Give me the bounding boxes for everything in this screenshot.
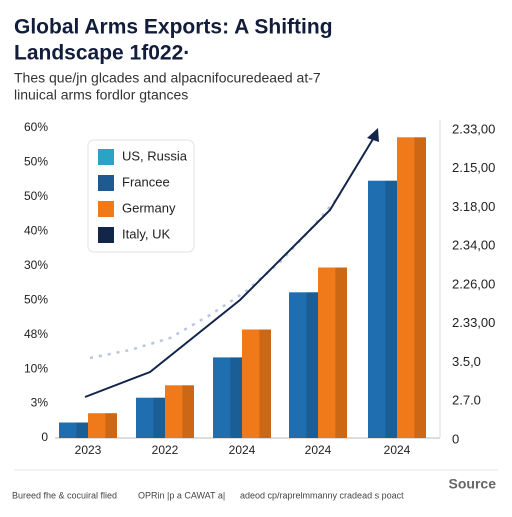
right-tick-label: 3.18,00: [452, 199, 495, 214]
bar-shade: [76, 422, 88, 438]
y-tick-label: 60%: [24, 120, 48, 134]
subtitle: Thes que/jn glcades and alpacnifocuredea…: [14, 70, 321, 86]
y-tick-label: 3%: [31, 396, 49, 410]
bar-shade: [306, 292, 318, 438]
chart-title: Global Arms Exports: A Shifting: [14, 16, 333, 39]
bar: [397, 137, 426, 439]
bar: [368, 180, 397, 438]
footer-text: OPRin |p a CAWAT a|: [138, 490, 225, 500]
bar-shade: [182, 385, 194, 438]
bar-shade: [153, 397, 165, 438]
y-tick-label: 48%: [24, 327, 48, 341]
bar: [59, 422, 88, 438]
y-tick-label: 50%: [24, 189, 48, 203]
legend-swatch: [98, 201, 114, 217]
arrow-head: [367, 128, 379, 142]
legend-swatch: [98, 227, 114, 243]
y-tick-label: 50%: [24, 155, 48, 169]
bar: [289, 292, 318, 438]
legend-swatch: [98, 175, 114, 191]
legend-label: Germany: [122, 200, 176, 215]
footer-text: adeod cp/raprelmmanny cradead s poact: [240, 490, 404, 500]
y-tick-label: 10%: [24, 361, 48, 375]
x-tick-label: 2024: [384, 443, 411, 457]
bar: [88, 413, 117, 438]
legend-swatch: [98, 149, 114, 165]
right-tick-label: 3.5,0: [452, 354, 481, 369]
legend-label: US, Russia: [122, 148, 188, 163]
subtitle: linuical arms fordlor gtances: [14, 87, 188, 103]
x-tick-label: 2022: [152, 443, 179, 457]
bar-shade: [385, 180, 397, 438]
right-tick-label: 0: [452, 431, 459, 446]
right-tick-label: 2.33,00: [452, 121, 495, 136]
bar: [242, 329, 271, 438]
bar-shade: [230, 357, 242, 438]
legend-label: Francee: [122, 174, 170, 189]
right-tick-label: 2.34,00: [452, 238, 495, 253]
y-tick-label: 50%: [24, 292, 48, 306]
trend-line: [84, 133, 377, 398]
right-tick-label: 2.33,00: [452, 315, 495, 330]
footer-text: Bureed fhe & cocuiral flied: [12, 490, 117, 500]
y-tick-label: 30%: [24, 258, 48, 272]
bar: [213, 357, 242, 438]
y-tick-label: 40%: [24, 224, 48, 238]
bar-shade: [335, 267, 347, 438]
right-tick-label: 2.26,00: [452, 276, 495, 291]
source: Source: [449, 476, 497, 492]
bar-shade: [414, 137, 426, 439]
legend-box: [87, 139, 195, 253]
legend-label: Italy, UK: [122, 226, 170, 241]
bar-shade: [259, 329, 271, 438]
bar-shade: [105, 413, 117, 438]
x-tick-label: 2023: [75, 443, 102, 457]
right-tick-label: 2.7.0: [452, 393, 481, 408]
y-tick-label: 0: [41, 430, 48, 444]
bar: [136, 397, 165, 438]
bar: [165, 385, 194, 438]
x-tick-label: 2024: [305, 443, 332, 457]
x-tick-label: 2024: [229, 443, 256, 457]
bar: [318, 267, 347, 438]
chart-title: Landscape 1f022·: [14, 42, 190, 65]
right-tick-label: 2.15,00: [452, 160, 495, 175]
